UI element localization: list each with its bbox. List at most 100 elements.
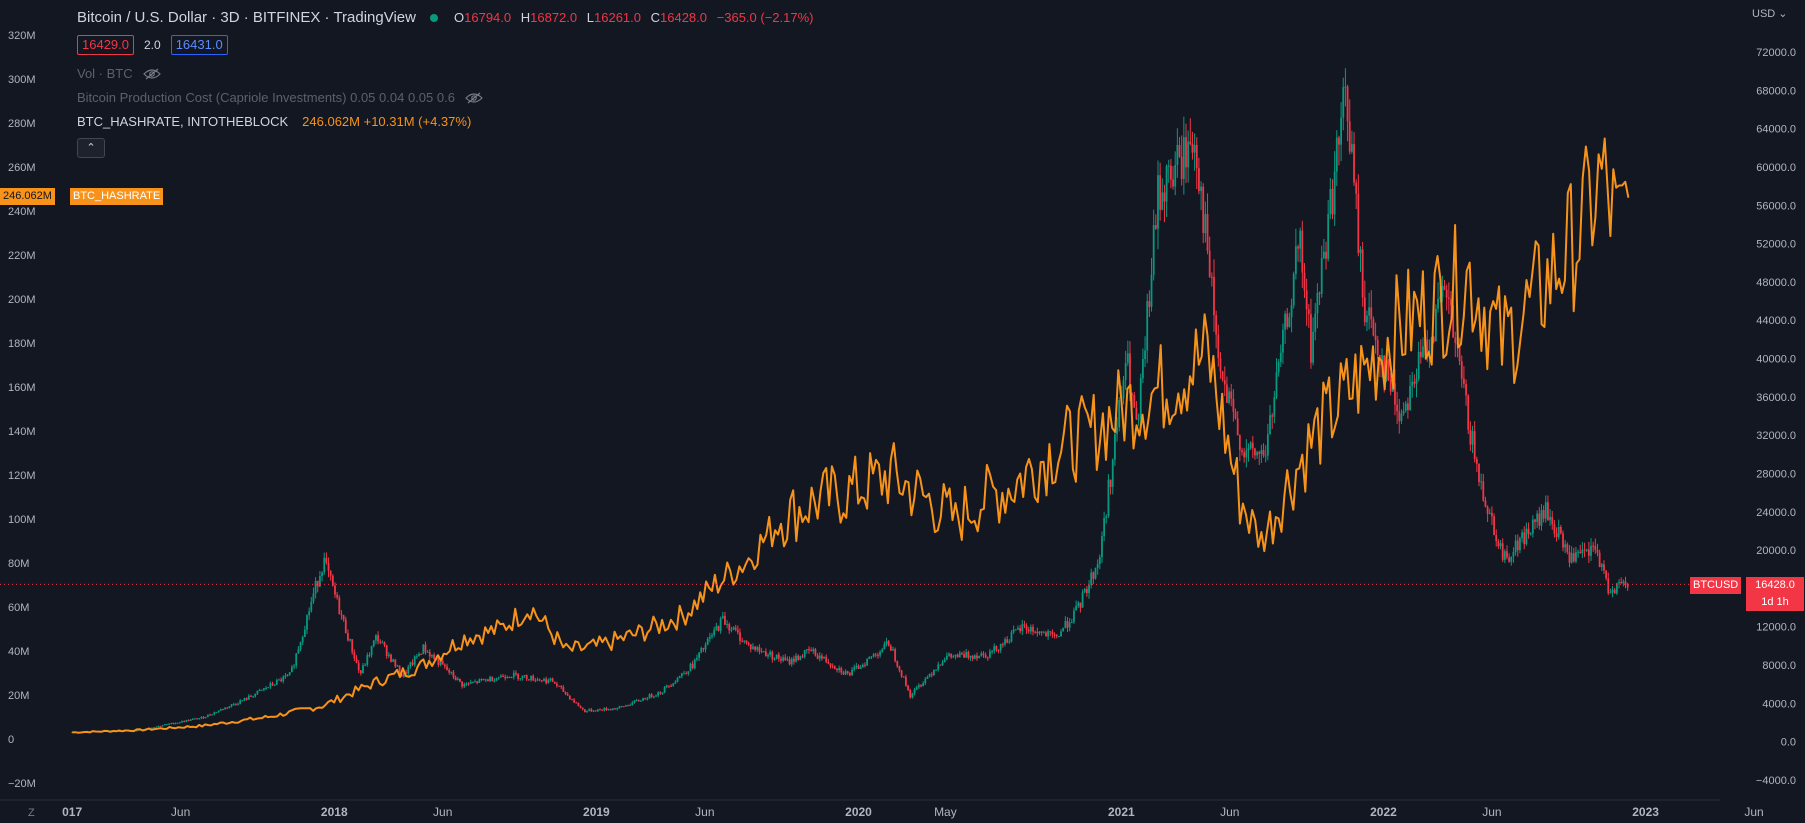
- candle-body: [426, 651, 429, 653]
- candle: [359, 670, 362, 676]
- candle: [1219, 352, 1222, 379]
- eye-crossed-icon[interactable]: [142, 68, 161, 80]
- candle: [467, 682, 470, 686]
- candle-body: [1297, 246, 1299, 249]
- volume-indicator-label[interactable]: Vol · BTC: [77, 66, 133, 81]
- candle-body: [1057, 636, 1060, 638]
- candle-body: [586, 710, 588, 712]
- candle: [894, 647, 897, 663]
- candle-body: [883, 644, 886, 650]
- candle-body: [795, 655, 797, 662]
- candle: [586, 710, 588, 713]
- candle: [510, 676, 513, 679]
- eye-crossed-icon[interactable]: [465, 92, 483, 104]
- candle-body: [1101, 536, 1103, 558]
- candle-body: [1284, 313, 1286, 330]
- candle: [1467, 394, 1470, 435]
- candle-body: [842, 672, 845, 675]
- candle: [874, 652, 877, 658]
- production-cost-indicator-label[interactable]: Bitcoin Production Cost (Capriole Invest…: [77, 90, 455, 105]
- candle: [372, 639, 375, 648]
- currency-menu-button[interactable]: USD ⌄: [1752, 7, 1787, 20]
- candle-body: [551, 678, 554, 682]
- candle: [1350, 130, 1353, 154]
- close-value: 16428.0: [660, 10, 708, 25]
- candle: [1305, 278, 1308, 326]
- hashrate-indicator-label[interactable]: BTC_HASHRATE, INTOTHEBLOCK: [77, 114, 289, 129]
- candle-body: [1611, 589, 1614, 593]
- candle-body: [353, 652, 356, 659]
- candle: [493, 678, 496, 683]
- candle-body: [1172, 179, 1174, 187]
- candle-body: [1450, 298, 1452, 306]
- candle: [1182, 116, 1185, 195]
- buy-button[interactable]: 16431.0: [170, 35, 228, 55]
- candle-body: [1508, 557, 1511, 562]
- candle-body: [618, 706, 621, 709]
- candle: [1090, 568, 1093, 589]
- candle-body: [676, 678, 679, 682]
- time-axis[interactable]: 017 Jun 2018 Jun 2019 Jun 2020 May 2021 Jun 2022 Ju…: [0, 799, 1764, 819]
- candle-body: [163, 724, 166, 726]
- chevron-up-icon[interactable]: ⌃: [77, 138, 105, 158]
- candle: [262, 688, 265, 692]
- candle-body: [1159, 175, 1162, 210]
- candle: [1021, 619, 1024, 635]
- zoom-button[interactable]: Z: [28, 807, 35, 819]
- candle-body: [525, 674, 528, 680]
- candle: [1167, 159, 1170, 183]
- candle-body: [1202, 186, 1205, 234]
- candle: [312, 587, 315, 605]
- candle-body: [1219, 358, 1222, 372]
- candle: [375, 634, 377, 645]
- candle-body: [306, 615, 308, 630]
- left-axis[interactable]: −20M 0 20M 40M 60M 80M 100M 120M 140M 160M 180M 200…: [8, 30, 36, 790]
- candle-body: [288, 672, 291, 675]
- candle: [1029, 624, 1032, 635]
- candle-body: [150, 727, 153, 729]
- candle-body: [1564, 544, 1567, 548]
- candle-body: [312, 593, 315, 602]
- candle: [474, 679, 476, 683]
- candle-body: [986, 657, 989, 659]
- right-tick-label: 12000.0: [1756, 622, 1796, 634]
- sell-button[interactable]: 16429.0: [77, 35, 134, 55]
- candle: [905, 674, 907, 687]
- candle-body: [532, 675, 535, 681]
- candle: [864, 662, 866, 668]
- right-axis[interactable]: −4000.00.04000.08000.012000.016000.02000…: [1756, 47, 1796, 787]
- candle-body: [1363, 297, 1366, 323]
- candle-body: [256, 690, 259, 694]
- candle: [194, 718, 196, 720]
- candle: [950, 653, 953, 659]
- candle-body: [1512, 552, 1515, 557]
- candle-body: [303, 629, 306, 637]
- candle-body: [943, 659, 946, 663]
- currency-label: USD: [1752, 8, 1776, 20]
- candle-body: [1340, 117, 1343, 145]
- candle-body: [687, 671, 690, 674]
- candle: [1575, 546, 1577, 564]
- candle: [174, 722, 177, 725]
- candle-body: [678, 676, 681, 679]
- candle: [573, 697, 576, 704]
- candle-body: [568, 695, 571, 700]
- candle: [385, 644, 388, 659]
- candle-body: [991, 650, 993, 652]
- candle: [644, 697, 647, 700]
- candle-body: [743, 640, 746, 642]
- candle-body: [685, 673, 688, 675]
- candle: [157, 725, 160, 728]
- candle-body: [885, 641, 888, 645]
- candle-body: [1406, 403, 1409, 411]
- candle: [1241, 447, 1243, 456]
- candle: [1534, 518, 1536, 530]
- candle: [189, 719, 192, 722]
- candle: [739, 628, 741, 645]
- candle-body: [504, 676, 507, 679]
- candle-body: [250, 695, 252, 697]
- symbol-title[interactable]: Bitcoin / U.S. Dollar · 3D · BITFINEX · …: [77, 9, 416, 26]
- candle: [560, 685, 563, 690]
